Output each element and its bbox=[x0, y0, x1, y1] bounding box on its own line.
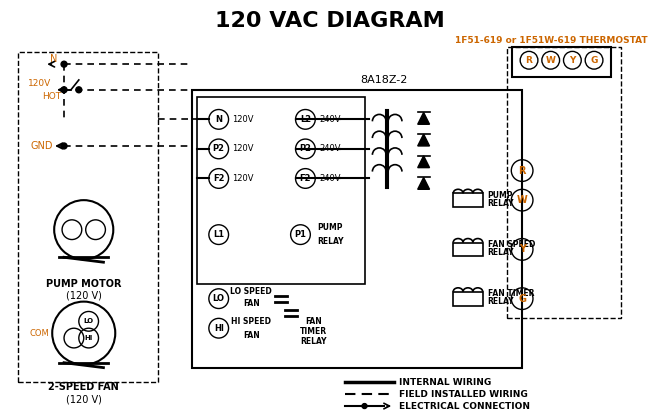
Text: PUMP: PUMP bbox=[318, 223, 343, 232]
Text: HI: HI bbox=[214, 324, 224, 333]
Polygon shape bbox=[417, 134, 429, 146]
Text: HI SPEED: HI SPEED bbox=[231, 317, 271, 326]
Circle shape bbox=[362, 403, 367, 409]
Bar bbox=[453, 193, 482, 207]
Polygon shape bbox=[417, 178, 429, 189]
Text: FIELD INSTALLED WIRING: FIELD INSTALLED WIRING bbox=[399, 390, 528, 399]
Text: W: W bbox=[517, 195, 527, 205]
Text: F2: F2 bbox=[213, 174, 224, 183]
Text: FAN: FAN bbox=[243, 299, 259, 308]
Text: FAN TIMER: FAN TIMER bbox=[488, 289, 534, 298]
Text: L2: L2 bbox=[300, 115, 311, 124]
Text: 240V: 240V bbox=[319, 115, 340, 124]
Text: G: G bbox=[590, 56, 598, 65]
Text: 120V: 120V bbox=[27, 79, 51, 88]
Text: ELECTRICAL CONNECTION: ELECTRICAL CONNECTION bbox=[399, 401, 530, 411]
Text: FAN: FAN bbox=[305, 317, 322, 326]
Text: N: N bbox=[50, 54, 58, 64]
Bar bbox=[17, 52, 157, 383]
Text: TIMER: TIMER bbox=[299, 327, 327, 336]
Text: 120 VAC DIAGRAM: 120 VAC DIAGRAM bbox=[215, 11, 445, 31]
Text: R: R bbox=[519, 166, 526, 176]
Bar bbox=[513, 47, 611, 77]
Bar bbox=[192, 90, 522, 367]
Text: 240V: 240V bbox=[319, 145, 340, 153]
Circle shape bbox=[76, 87, 82, 93]
Text: 120V: 120V bbox=[232, 115, 254, 124]
Polygon shape bbox=[417, 156, 429, 168]
Text: RELAY: RELAY bbox=[300, 336, 326, 346]
Circle shape bbox=[61, 61, 67, 67]
Text: COM: COM bbox=[29, 328, 50, 338]
Bar bbox=[453, 243, 482, 256]
Text: P2: P2 bbox=[212, 145, 224, 153]
Text: F2: F2 bbox=[299, 174, 311, 183]
Text: Y: Y bbox=[570, 56, 576, 65]
Text: FAN: FAN bbox=[243, 331, 259, 340]
Text: FAN SPEED: FAN SPEED bbox=[488, 240, 535, 249]
Circle shape bbox=[61, 143, 67, 149]
Text: P1: P1 bbox=[295, 230, 306, 239]
Circle shape bbox=[61, 87, 67, 93]
Text: 1F51-619 or 1F51W-619 THERMOSTAT: 1F51-619 or 1F51W-619 THERMOSTAT bbox=[456, 36, 648, 45]
Text: LO SPEED: LO SPEED bbox=[230, 287, 272, 296]
Polygon shape bbox=[417, 112, 429, 124]
Text: PUMP MOTOR: PUMP MOTOR bbox=[46, 279, 121, 289]
Text: LO: LO bbox=[84, 318, 94, 324]
Bar bbox=[197, 97, 364, 284]
Text: LO: LO bbox=[212, 294, 224, 303]
Text: G: G bbox=[518, 294, 526, 304]
Text: INTERNAL WIRING: INTERNAL WIRING bbox=[399, 378, 491, 387]
Text: 2-SPEED FAN: 2-SPEED FAN bbox=[48, 382, 119, 392]
Text: (120 V): (120 V) bbox=[66, 394, 102, 404]
Text: RELAY: RELAY bbox=[488, 248, 514, 257]
Text: PUMP: PUMP bbox=[488, 191, 513, 200]
Text: 120V: 120V bbox=[232, 145, 254, 153]
Text: (120 V): (120 V) bbox=[66, 291, 102, 301]
Text: HI: HI bbox=[84, 335, 92, 341]
Text: 240V: 240V bbox=[319, 174, 340, 183]
Text: RELAY: RELAY bbox=[488, 297, 514, 306]
Text: R: R bbox=[525, 56, 533, 65]
Text: N: N bbox=[215, 115, 222, 124]
Text: L1: L1 bbox=[213, 230, 224, 239]
Text: Y: Y bbox=[519, 244, 526, 254]
Text: W: W bbox=[546, 56, 555, 65]
Text: RELAY: RELAY bbox=[488, 199, 514, 207]
Bar bbox=[453, 292, 482, 305]
Text: GND: GND bbox=[30, 141, 53, 151]
Bar bbox=[507, 47, 620, 318]
Text: 8A18Z-2: 8A18Z-2 bbox=[360, 75, 408, 85]
Text: P2: P2 bbox=[299, 145, 312, 153]
Text: HOT: HOT bbox=[42, 92, 61, 101]
Text: 120V: 120V bbox=[232, 174, 254, 183]
Text: RELAY: RELAY bbox=[317, 237, 343, 246]
